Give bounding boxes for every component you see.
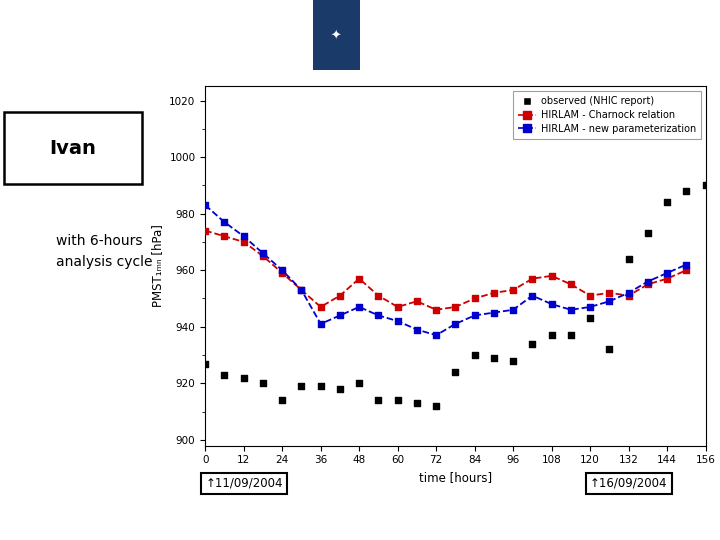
Point (411, 325, 423, 334)
Point (354, 302, 365, 311)
Point (623, 288, 634, 297)
FancyBboxPatch shape (4, 112, 143, 184)
Point (526, 291, 538, 300)
Y-axis label: PMST₁ₘₙ [hPa]: PMST₁ₘₙ [hPa] (150, 225, 163, 307)
Point (680, 260, 692, 269)
Text: ↑16/09/2004: ↑16/09/2004 (590, 477, 667, 490)
Point (392, 317, 403, 326)
Text: ↑11/09/2004: ↑11/09/2004 (205, 477, 283, 490)
Point (565, 306, 577, 314)
Point (662, 198, 673, 207)
Point (199, 201, 211, 210)
Point (642, 229, 654, 238)
Point (700, 181, 711, 190)
Point (199, 359, 211, 368)
Point (219, 232, 230, 241)
Point (219, 370, 230, 379)
Point (585, 302, 596, 311)
Point (411, 297, 423, 306)
Point (276, 269, 288, 278)
Point (623, 291, 634, 300)
Point (565, 280, 577, 289)
Point (257, 249, 269, 258)
Point (392, 302, 403, 311)
Point (546, 331, 557, 340)
Text: Ivan: Ivan (50, 139, 96, 158)
Point (603, 345, 615, 354)
Text: Results: Results (122, 29, 210, 49)
Point (469, 294, 480, 303)
Bar (313, 0, 360, 70)
Text: Gerrit Burgers et al., A drag parameterization for extreme winds
EMS Annual Meet: Gerrit Burgers et al., A drag parameteri… (264, 505, 557, 526)
Point (526, 339, 538, 348)
Point (238, 232, 249, 241)
Point (315, 320, 326, 328)
Point (469, 311, 480, 320)
Point (392, 396, 403, 404)
Point (334, 311, 346, 320)
Point (238, 373, 249, 382)
Point (276, 396, 288, 404)
Point (585, 314, 596, 322)
Point (354, 379, 365, 388)
Point (508, 306, 519, 314)
Point (373, 311, 384, 320)
Point (449, 320, 461, 328)
Point (585, 291, 596, 300)
Point (431, 306, 442, 314)
Legend: observed (NHIC report), HIRLAM - Charnock relation, HIRLAM - new parameterizatio: observed (NHIC report), HIRLAM - Charnoc… (513, 91, 701, 139)
Point (354, 274, 365, 283)
Point (526, 274, 538, 283)
Point (334, 384, 346, 393)
Point (315, 302, 326, 311)
Point (373, 291, 384, 300)
Point (642, 277, 654, 286)
Point (257, 252, 269, 260)
Point (662, 274, 673, 283)
Point (257, 379, 269, 388)
Text: Sea level pressure: Sea level pressure (395, 29, 613, 49)
X-axis label: time [hours]: time [hours] (419, 471, 492, 484)
Point (680, 187, 692, 195)
Point (296, 382, 307, 390)
Point (662, 269, 673, 278)
Point (315, 382, 326, 390)
Point (431, 331, 442, 340)
Point (603, 288, 615, 297)
Point (546, 300, 557, 308)
Text: ✦: ✦ (331, 30, 341, 43)
Point (411, 399, 423, 407)
Point (488, 308, 500, 317)
Point (238, 238, 249, 246)
Point (219, 218, 230, 226)
Text: 12: 12 (22, 509, 39, 523)
Point (488, 354, 500, 362)
Point (623, 254, 634, 263)
Text: with 6-hours
analysis cycle: with 6-hours analysis cycle (56, 234, 153, 268)
Point (680, 266, 692, 274)
Point (449, 302, 461, 311)
Point (276, 266, 288, 274)
Point (296, 286, 307, 294)
Point (469, 350, 480, 359)
Point (488, 288, 500, 297)
Point (199, 226, 211, 235)
Point (546, 272, 557, 280)
Point (508, 356, 519, 365)
Point (642, 280, 654, 289)
Point (565, 331, 577, 340)
Point (373, 396, 384, 404)
Point (296, 286, 307, 294)
Point (334, 291, 346, 300)
Point (508, 286, 519, 294)
Point (449, 368, 461, 376)
Point (431, 402, 442, 410)
Point (603, 297, 615, 306)
